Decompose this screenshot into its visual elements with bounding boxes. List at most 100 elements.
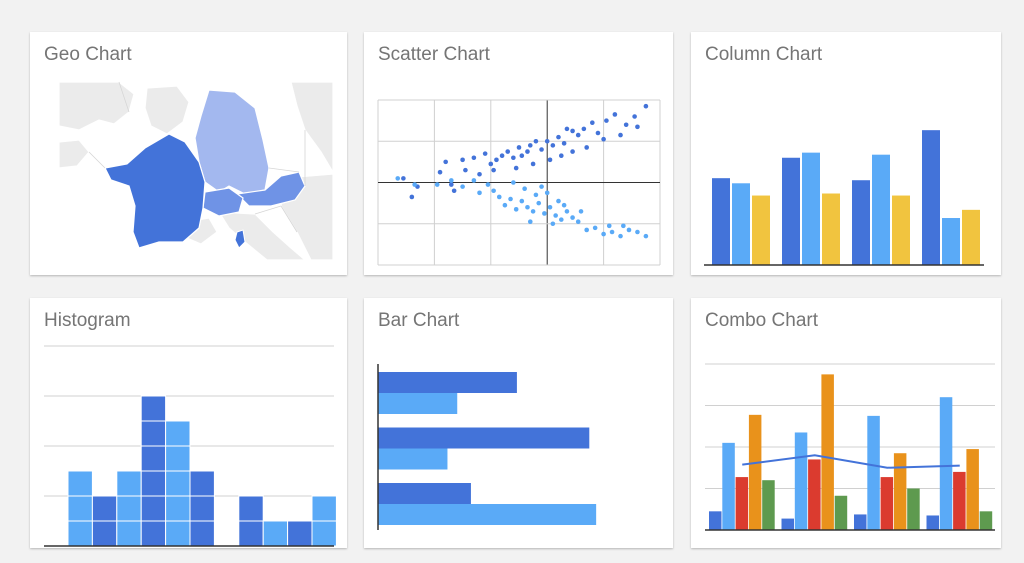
histogram-cell bbox=[165, 495, 191, 522]
scatter-point bbox=[621, 223, 626, 229]
scatter-point bbox=[592, 225, 598, 231]
scatter-point bbox=[513, 165, 519, 171]
histogram-cell bbox=[91, 495, 118, 522]
region-france bbox=[104, 133, 206, 249]
histogram-cell bbox=[165, 520, 191, 547]
scatter-point bbox=[584, 145, 589, 150]
scatter-point bbox=[601, 231, 606, 237]
column-bar bbox=[942, 218, 960, 265]
combo-bar bbox=[808, 459, 821, 530]
scatter-point bbox=[395, 176, 401, 181]
combo-bar bbox=[966, 449, 979, 530]
bar-chart-card[interactable]: Bar Chart bbox=[364, 298, 673, 548]
combo-bar bbox=[762, 480, 775, 530]
scatter-point bbox=[561, 141, 567, 146]
histogram-cell bbox=[238, 520, 264, 547]
histogram-cell bbox=[67, 470, 93, 497]
combo-bar bbox=[709, 511, 722, 530]
combo-bar bbox=[735, 477, 749, 530]
histogram-cell bbox=[189, 495, 215, 522]
scatter-point bbox=[612, 112, 618, 117]
scatter-point bbox=[618, 233, 623, 239]
histogram-cell bbox=[165, 445, 191, 472]
histogram-chart bbox=[44, 345, 337, 547]
horizontal-bar bbox=[378, 393, 458, 414]
scatter-point bbox=[449, 182, 454, 187]
column-bar bbox=[922, 130, 940, 265]
combo-bar bbox=[953, 471, 966, 530]
scatter-point bbox=[564, 126, 570, 132]
scatter-point bbox=[635, 124, 640, 130]
card-title: Combo Chart bbox=[705, 310, 818, 331]
scatter-point bbox=[527, 219, 533, 224]
histogram-cell bbox=[165, 420, 191, 447]
histogram-cell bbox=[116, 470, 142, 497]
scatter-point bbox=[561, 202, 567, 208]
scatter-point bbox=[632, 114, 637, 119]
histogram-cell bbox=[140, 420, 167, 447]
scatter-point bbox=[499, 153, 505, 158]
land-region bbox=[290, 81, 334, 175]
scatter-point bbox=[556, 134, 561, 140]
column-chart bbox=[704, 130, 984, 266]
combo-chart-card[interactable]: Combo Chart bbox=[691, 298, 1001, 548]
bar-chart bbox=[377, 364, 597, 530]
scatter-point bbox=[513, 207, 519, 212]
scatter-point bbox=[559, 153, 564, 158]
histogram-cell bbox=[140, 520, 167, 547]
land-region bbox=[58, 81, 135, 131]
histogram-cell bbox=[311, 495, 337, 522]
histogram-cell bbox=[67, 495, 93, 522]
scatter-point bbox=[463, 167, 468, 173]
scatter-point bbox=[570, 149, 575, 154]
scatter-chart-card[interactable]: Scatter Chart bbox=[364, 32, 673, 275]
column-bar bbox=[892, 195, 910, 265]
scatter-point bbox=[559, 217, 564, 222]
scatter-point bbox=[584, 227, 589, 233]
region-germany bbox=[194, 89, 270, 195]
column-bar bbox=[962, 209, 980, 265]
scatter-point bbox=[643, 233, 649, 239]
scatter-point bbox=[525, 204, 530, 210]
histogram-card[interactable]: Histogram bbox=[30, 298, 347, 548]
scatter-point bbox=[449, 178, 454, 183]
scatter-point bbox=[590, 120, 595, 125]
combo-bar bbox=[907, 488, 920, 530]
geo-chart-card[interactable]: Geo Chart bbox=[30, 32, 347, 275]
scatter-point bbox=[609, 229, 615, 235]
combo-bar bbox=[722, 442, 735, 530]
histogram-cell bbox=[262, 520, 289, 547]
scatter-point bbox=[595, 130, 601, 136]
column-chart-card[interactable]: Column Chart bbox=[691, 32, 1001, 275]
scatter-point bbox=[575, 219, 581, 224]
column-bar bbox=[752, 195, 770, 265]
scatter-point bbox=[496, 194, 502, 200]
column-bar bbox=[732, 183, 750, 265]
combo-bar bbox=[979, 511, 993, 530]
country-border bbox=[88, 151, 106, 169]
histogram-cell bbox=[116, 520, 142, 547]
scatter-point bbox=[564, 209, 570, 214]
scatter-point bbox=[544, 190, 550, 196]
column-bar bbox=[872, 154, 890, 265]
scatter-point bbox=[604, 118, 609, 123]
histogram-cell bbox=[91, 520, 118, 547]
scatter-point bbox=[412, 182, 417, 187]
scatter-point bbox=[482, 151, 488, 156]
scatter-point bbox=[516, 145, 522, 150]
geo-map bbox=[58, 81, 334, 261]
scatter-point bbox=[601, 136, 606, 142]
scatter-point bbox=[550, 221, 556, 227]
scatter-point bbox=[539, 184, 544, 189]
scatter-point bbox=[401, 176, 406, 181]
scatter-point bbox=[491, 167, 496, 173]
scatter-point bbox=[570, 215, 575, 220]
column-bar bbox=[802, 152, 820, 265]
scatter-point bbox=[522, 186, 527, 191]
scatter-point bbox=[533, 138, 539, 144]
horizontal-bar bbox=[378, 427, 590, 449]
country-border bbox=[254, 205, 282, 215]
land-region bbox=[58, 139, 90, 169]
scatter-point bbox=[460, 157, 465, 163]
horizontal-bar bbox=[378, 483, 471, 504]
